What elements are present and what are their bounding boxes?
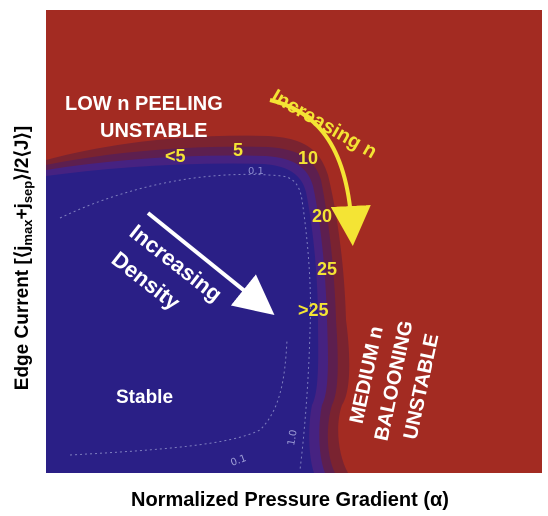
y-axis-label-sub2: sep [20, 181, 35, 203]
y-axis-label-suffix: ⟩/2⟨J⟩] [12, 126, 33, 181]
contour-label: 1.0 [286, 429, 300, 447]
contour-line-inner [69, 339, 288, 456]
contour-label: 0.1 [248, 166, 264, 177]
mode-number-label: 20 [312, 206, 332, 226]
stable-region [46, 163, 319, 473]
low-n-peeling-label-line2: UNSTABLE [100, 120, 207, 142]
y-axis-label-mid: +j [12, 203, 33, 219]
y-axis-label-sub1: max [20, 219, 35, 246]
mode-number-label: 10 [298, 148, 318, 168]
x-axis-label: Normalized Pressure Gradient (α) [131, 489, 449, 511]
contour-label: 0.1 [229, 453, 248, 469]
stable-label: Stable [116, 387, 173, 408]
increasing-n-arrow [269, 98, 371, 246]
low-n-peeling-label-line1: LOW n PEELING [65, 93, 223, 115]
y-axis-label: Edge Current [⟨jmax+jsep⟩/2⟨J⟩] [12, 126, 35, 390]
mode-number-label: <5 [165, 146, 186, 166]
mode-number-label: >25 [298, 300, 329, 320]
increasing-density-arrow [146, 211, 275, 316]
mode-number-label: 5 [233, 140, 243, 160]
mode-number-label: 25 [317, 259, 337, 279]
y-axis-label-prefix: Edge Current [⟨j [12, 246, 33, 391]
